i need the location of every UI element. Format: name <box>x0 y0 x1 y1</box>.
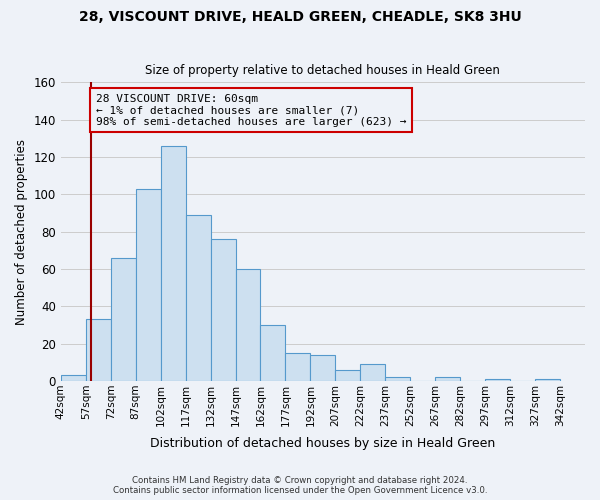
Bar <box>361 364 385 381</box>
Title: Size of property relative to detached houses in Heald Green: Size of property relative to detached ho… <box>145 64 500 77</box>
Bar <box>185 215 211 381</box>
Bar <box>111 258 136 381</box>
Text: Contains HM Land Registry data © Crown copyright and database right 2024.
Contai: Contains HM Land Registry data © Crown c… <box>113 476 487 495</box>
Bar <box>260 325 286 381</box>
Bar <box>485 379 510 381</box>
Bar <box>310 355 335 381</box>
Bar <box>335 370 361 381</box>
Y-axis label: Number of detached properties: Number of detached properties <box>15 138 28 324</box>
X-axis label: Distribution of detached houses by size in Heald Green: Distribution of detached houses by size … <box>150 437 496 450</box>
Bar <box>286 353 310 381</box>
Bar <box>385 378 410 381</box>
Bar <box>211 239 236 381</box>
Bar <box>86 320 111 381</box>
Bar <box>435 378 460 381</box>
Bar <box>535 379 560 381</box>
Text: 28 VISCOUNT DRIVE: 60sqm
← 1% of detached houses are smaller (7)
98% of semi-det: 28 VISCOUNT DRIVE: 60sqm ← 1% of detache… <box>96 94 406 126</box>
Bar <box>61 376 86 381</box>
Bar <box>136 188 161 381</box>
Bar <box>161 146 185 381</box>
Text: 28, VISCOUNT DRIVE, HEALD GREEN, CHEADLE, SK8 3HU: 28, VISCOUNT DRIVE, HEALD GREEN, CHEADLE… <box>79 10 521 24</box>
Bar <box>236 269 260 381</box>
